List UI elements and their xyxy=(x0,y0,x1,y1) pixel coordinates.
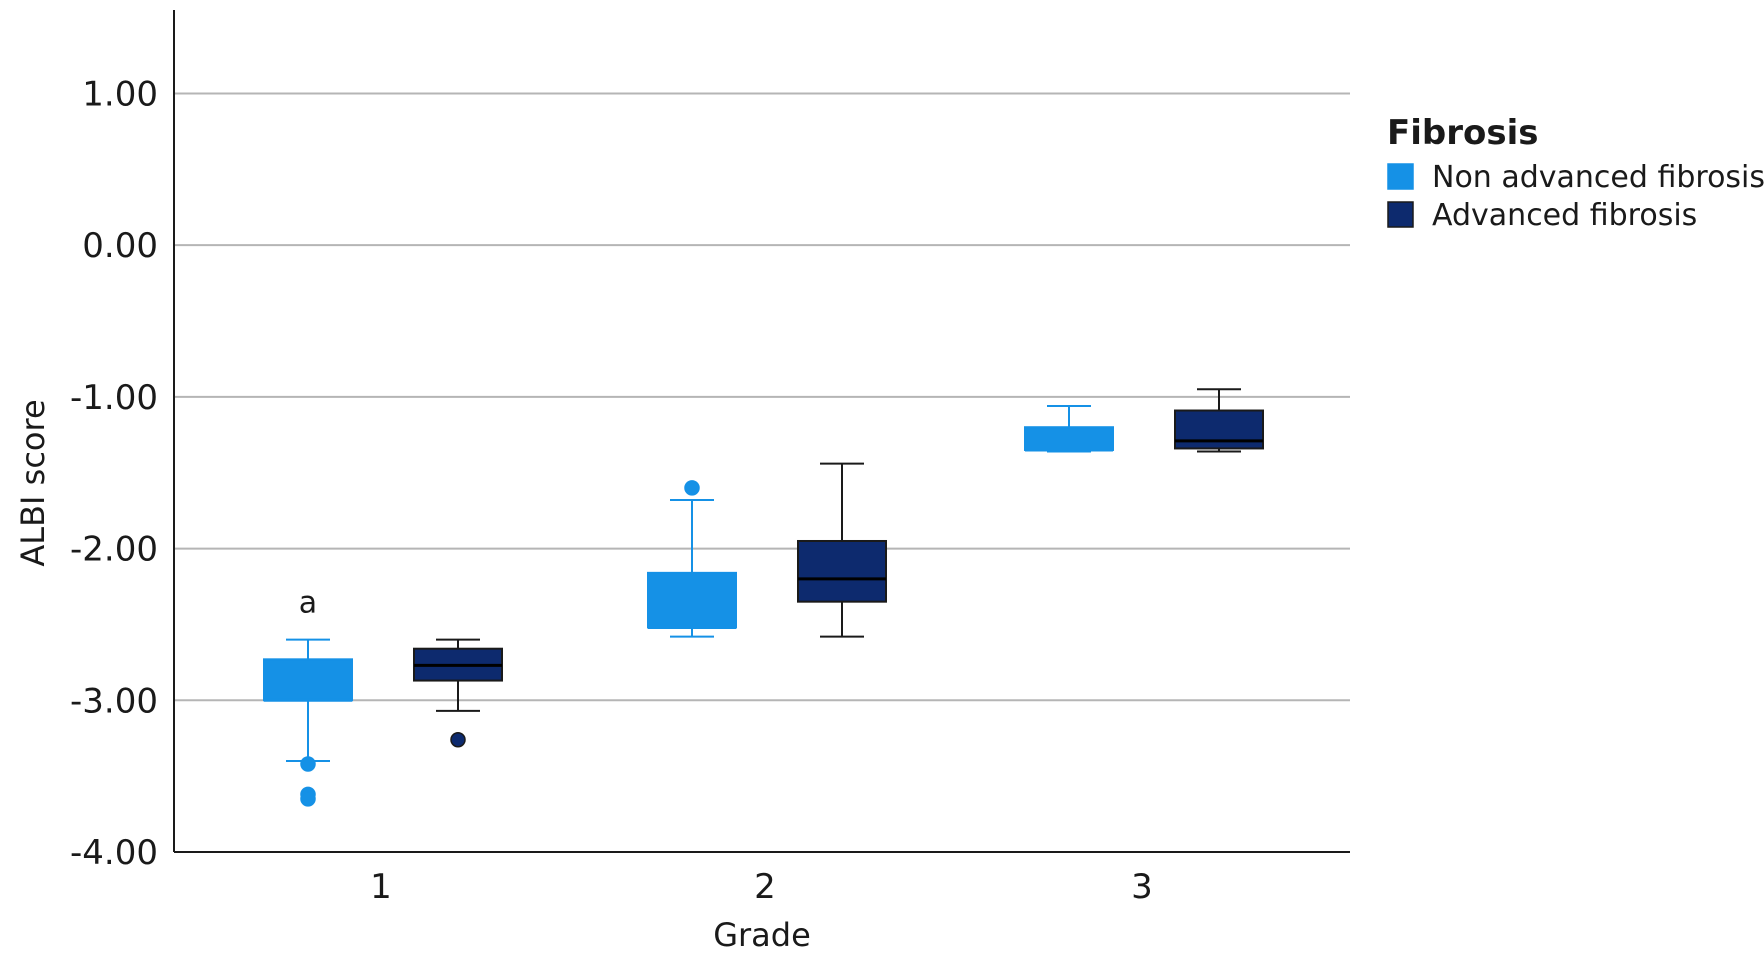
legend-swatch xyxy=(1387,163,1414,190)
outlier-point xyxy=(300,791,316,807)
x-tick-label: 3 xyxy=(1131,867,1153,907)
y-tick-label: 0.00 xyxy=(82,226,158,266)
y-tick-label: -2.00 xyxy=(70,530,158,570)
box-group xyxy=(263,638,353,807)
x-axis-title: Grade xyxy=(713,916,811,954)
gridlines xyxy=(174,92,1350,702)
x-tick-label: 1 xyxy=(370,867,392,907)
box xyxy=(1174,409,1264,450)
box-group xyxy=(647,480,737,638)
legend-swatch xyxy=(1387,201,1414,228)
legend-label: Non advanced fibrosis xyxy=(1432,160,1764,195)
annotation-label: a xyxy=(299,585,317,620)
box-group xyxy=(1024,404,1114,453)
outlier-point xyxy=(300,756,316,772)
y-tick-label: 1.00 xyxy=(82,74,158,114)
y-axis-title: ALBI score xyxy=(14,399,52,566)
box-group xyxy=(1174,388,1264,453)
box-plots xyxy=(263,388,1264,807)
box xyxy=(263,658,353,702)
series-non-advanced-fibrosis xyxy=(263,404,1114,807)
legend-label: Advanced fibrosis xyxy=(1432,198,1697,233)
axes xyxy=(173,10,1350,853)
x-tick-label: 2 xyxy=(754,867,776,907)
x-tick-labels: 1 2 3 xyxy=(370,867,1153,907)
outlier-point xyxy=(684,480,700,496)
box xyxy=(647,571,737,629)
legend-title: Fibrosis xyxy=(1387,113,1538,153)
box-group xyxy=(797,462,887,638)
y-tick-label: -4.00 xyxy=(70,833,158,873)
box xyxy=(1024,426,1114,451)
series-advanced-fibrosis xyxy=(413,388,1264,748)
outlier-point xyxy=(450,731,466,748)
box-group xyxy=(413,638,503,748)
y-tick-labels: 1.00 0.00 -1.00 -2.00 -3.00 -4.00 xyxy=(70,74,158,873)
y-tick-label: -3.00 xyxy=(70,681,158,721)
box xyxy=(797,539,887,603)
annotations: a xyxy=(299,585,317,620)
y-tick-label: -1.00 xyxy=(70,378,158,418)
